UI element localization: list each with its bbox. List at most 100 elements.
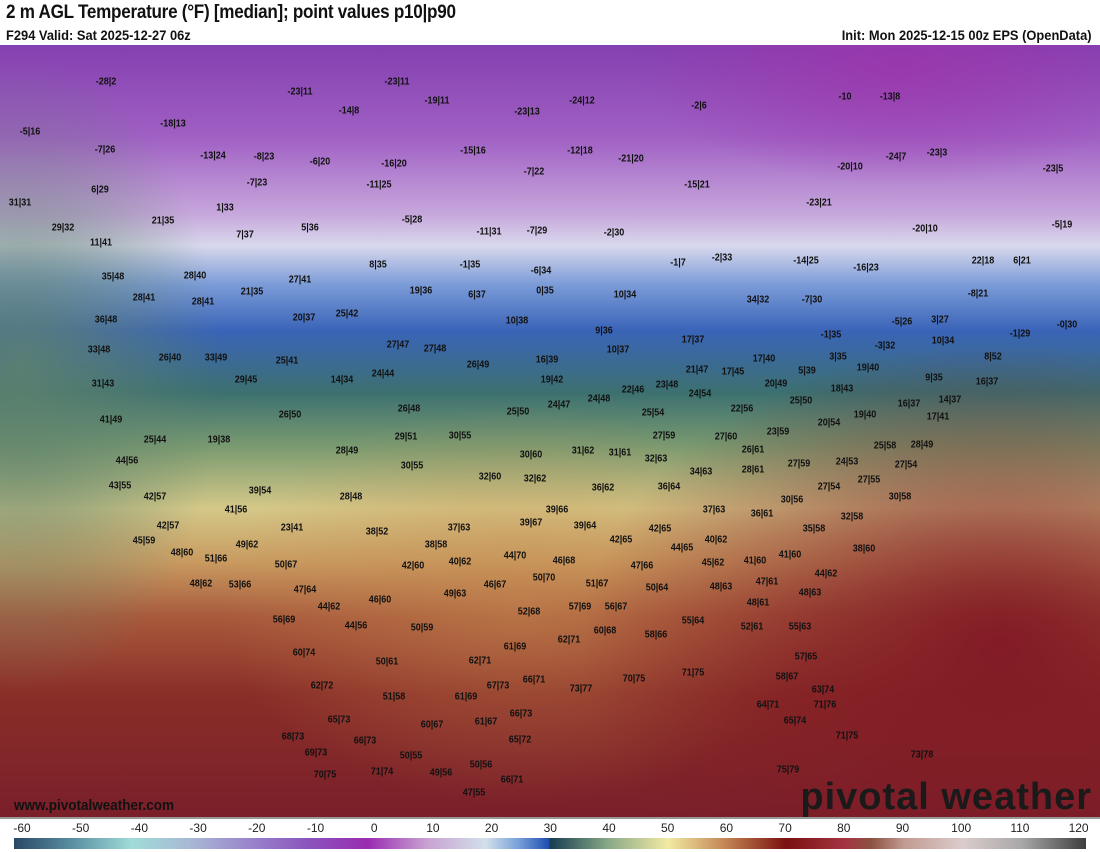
point-value-label: 30|58: [888, 491, 912, 503]
colorbar-tick-label: -10: [306, 821, 325, 835]
point-value-label: 27|55: [857, 474, 881, 486]
point-value-label: 17|37: [681, 334, 705, 346]
point-value-label: 61|69: [503, 641, 527, 653]
point-value-label: 19|36: [409, 285, 433, 297]
point-value-label: 26|40: [158, 352, 182, 364]
point-value-label: -2|33: [711, 252, 733, 264]
point-value-label: 19|40: [853, 409, 877, 421]
point-value-label: 6|21: [1013, 255, 1031, 267]
point-value-label: 20|54: [817, 417, 841, 429]
point-value-label: 42|57: [156, 520, 180, 532]
valid-time: F294 Valid: Sat 2025-12-27 06z: [6, 27, 191, 43]
point-value-label: 57|65: [794, 651, 818, 663]
point-value-label: -6|34: [530, 265, 552, 277]
point-value-label: 39|67: [519, 517, 543, 529]
point-value-label: -7|30: [801, 294, 823, 306]
point-value-label: 44|56: [115, 455, 139, 467]
init-time: Init: Mon 2025-12-15 00z EPS (OpenData): [842, 27, 1092, 43]
point-value-label: 24|47: [547, 399, 571, 411]
point-value-label: 48|62: [189, 578, 213, 590]
point-value-label: 24|48: [587, 393, 611, 405]
point-value-label: 44|62: [317, 601, 341, 613]
point-value-label: 26|48: [397, 403, 421, 415]
point-value-label: 25|50: [506, 406, 530, 418]
point-value-label: 58|66: [644, 629, 668, 641]
point-value-label: 35|48: [101, 271, 125, 283]
colorbar-tick-label: -50: [72, 821, 90, 835]
point-value-label: 22|18: [971, 255, 995, 267]
colorbar-tick-label: 0: [370, 821, 378, 835]
point-value-label: 26|49: [466, 359, 490, 371]
point-value-label: 48|63: [709, 581, 733, 593]
point-value-label: 33|48: [87, 344, 111, 356]
point-value-label: -1|35: [459, 259, 481, 271]
point-value-label: -24|7: [885, 151, 907, 163]
point-value-label: 32|63: [644, 453, 668, 465]
point-value-label: 60|68: [593, 625, 617, 637]
point-value-label: 61|67: [474, 716, 498, 728]
point-value-label: 27|59: [652, 430, 676, 442]
point-value-label: 35|58: [802, 523, 826, 535]
point-value-label: 11|41: [89, 237, 113, 249]
point-value-label: -1|29: [1009, 328, 1031, 340]
point-value-label: 22|56: [730, 403, 754, 415]
point-value-label: 14|34: [330, 374, 354, 386]
point-value-label: 73|78: [910, 749, 934, 761]
point-value-label: 34|32: [746, 294, 770, 306]
point-value-label: -5|19: [1051, 219, 1073, 231]
colorbar-tick-label: -30: [189, 821, 207, 835]
point-value-label: 38|58: [424, 539, 448, 551]
point-value-label: 63|74: [811, 684, 835, 696]
point-value-label: 49|56: [429, 767, 453, 779]
point-value-label: 45|62: [701, 557, 725, 569]
colorbar-tick-label: 50: [661, 821, 675, 835]
point-value-label: 33|49: [204, 352, 228, 364]
point-value-label: 44|56: [344, 620, 368, 632]
point-value-label: 28|41: [132, 292, 156, 304]
point-value-label: 48|63: [798, 587, 822, 599]
point-value-label: 51|67: [585, 578, 609, 590]
point-value-label: 6|37: [468, 289, 486, 301]
point-value-label: 40|62: [704, 534, 728, 546]
point-value-label: 53|66: [228, 579, 252, 591]
point-value-label: -14|8: [338, 105, 360, 117]
point-value-label: 50|64: [645, 582, 669, 594]
point-value-label: 25|50: [789, 395, 813, 407]
point-value-label: -6|20: [309, 156, 331, 168]
point-value-label: 71|75: [835, 730, 859, 742]
point-value-label: 42|65: [648, 523, 672, 535]
point-value-label: 21|47: [685, 364, 709, 376]
point-value-label: -20|10: [837, 161, 863, 173]
colorbar-tick-label: 30: [543, 821, 557, 835]
point-value-label: 30|56: [780, 494, 804, 506]
point-value-label: 28|49: [910, 439, 934, 451]
point-value-label: 39|54: [248, 485, 272, 497]
point-value-label: 17|45: [721, 366, 745, 378]
colorbar-tick-label: 110: [1010, 821, 1030, 835]
point-value-label: 52|68: [517, 606, 541, 618]
point-value-label: 32|58: [840, 511, 864, 523]
point-value-label: -23|5: [1042, 163, 1064, 175]
point-value-label: 41|49: [99, 414, 123, 426]
point-value-label: 47|64: [293, 584, 317, 596]
point-value-label: 8|52: [984, 351, 1002, 363]
point-value-label: -0|30: [1056, 319, 1078, 331]
point-value-label: 73|77: [569, 683, 593, 695]
point-value-label: 42|57: [143, 491, 167, 503]
point-value-label: 36|62: [591, 482, 615, 494]
point-value-label: 31|62: [571, 445, 595, 457]
point-value-label: 47|61: [755, 576, 779, 588]
point-value-label: 47|66: [630, 560, 654, 572]
point-value-label: 6|29: [91, 184, 109, 196]
point-value-label: -14|25: [793, 255, 819, 267]
point-value-label: 19|42: [540, 374, 564, 386]
point-value-label: -10: [838, 91, 852, 103]
colorbar-tick-label: 70: [778, 821, 792, 835]
point-value-label: 30|55: [448, 430, 472, 442]
point-value-label: 51|66: [204, 553, 228, 565]
point-value-label: 66|71: [500, 774, 524, 786]
point-value-label: 22|46: [621, 384, 645, 396]
point-value-label: 46|67: [483, 579, 507, 591]
colorbar-tick-label: 100: [951, 821, 972, 835]
point-value-label: 9|36: [595, 325, 613, 337]
